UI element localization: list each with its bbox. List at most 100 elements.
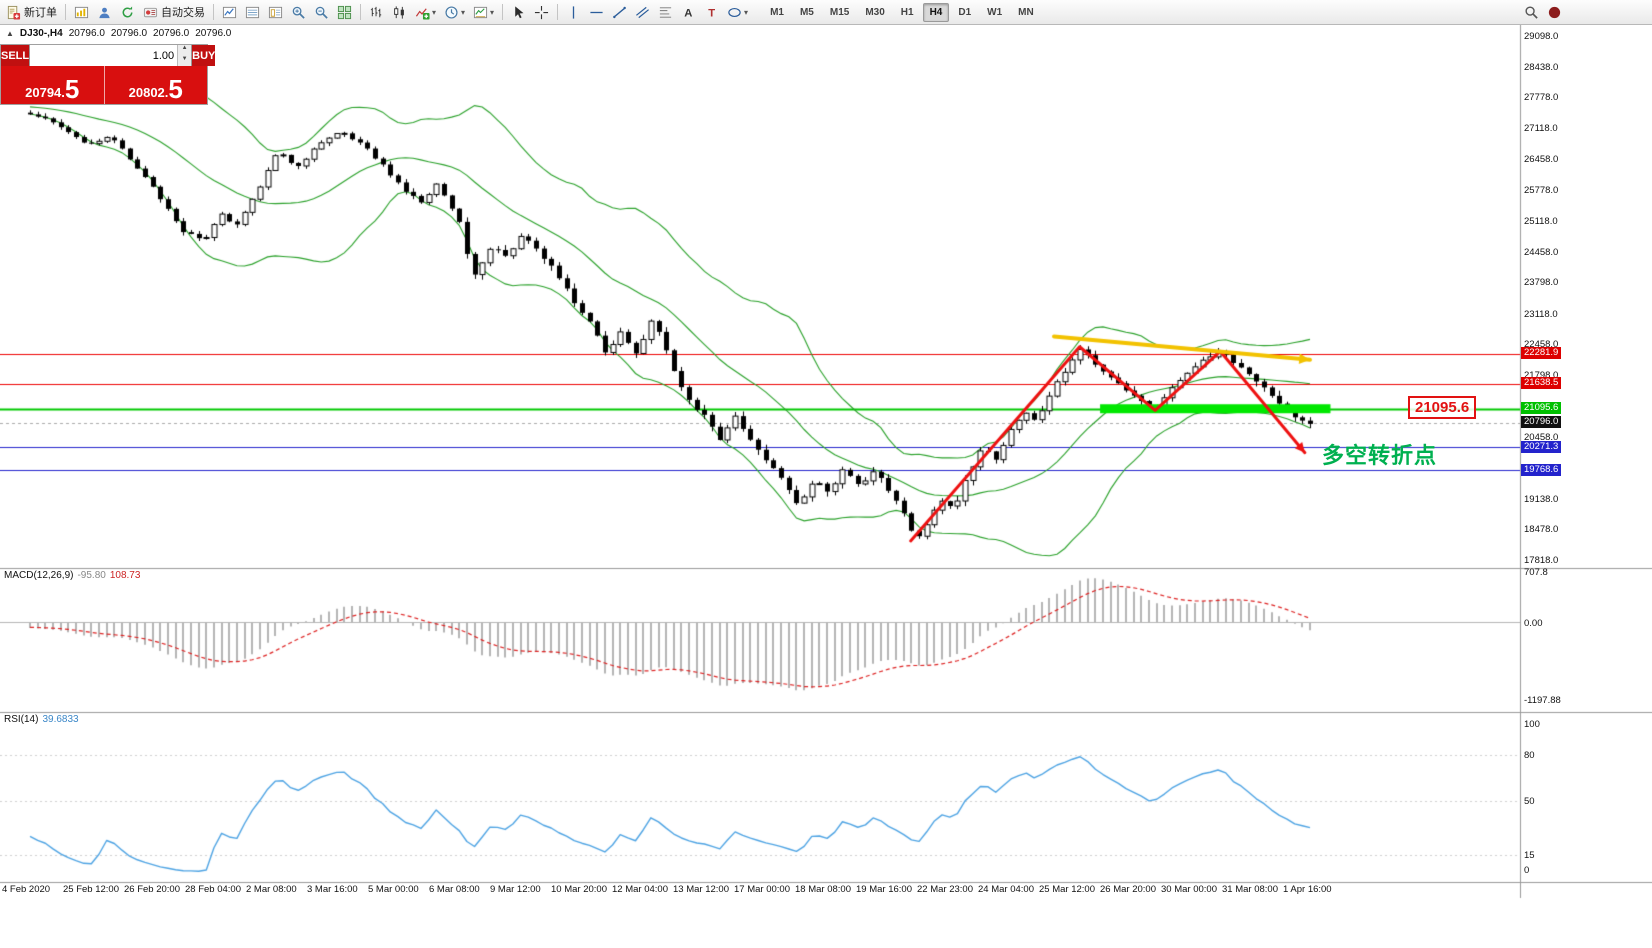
chevron-down-icon: ▾ [461, 7, 466, 17]
cursor-button[interactable] [508, 2, 529, 22]
search-button[interactable] [1521, 2, 1542, 22]
templates-button[interactable]: ▾ [470, 2, 497, 22]
price-tick: 23798.0 [1524, 277, 1559, 289]
timeframe-d1-button[interactable]: D1 [958, 6, 972, 18]
label-t-icon: T [708, 7, 715, 19]
fibonacci-button[interactable] [655, 2, 676, 22]
price-tick: 29098.0 [1524, 31, 1559, 43]
quote-high: 20796.0 [110, 28, 148, 39]
tile-windows-button[interactable] [334, 2, 355, 22]
trendline-button[interactable] [609, 2, 630, 22]
profiles-button[interactable] [94, 2, 115, 22]
price-tick: 25118.0 [1524, 215, 1558, 227]
sell-price[interactable]: 20794. 5 [25, 74, 80, 104]
macd-label: MACD(12,26,9) -95.80 108.73 [4, 570, 141, 581]
time-tick: 26 Mar 20:00 [1100, 884, 1156, 895]
zoom-in-button[interactable] [288, 2, 309, 22]
timeframe-m5-button[interactable]: M5 [799, 6, 814, 18]
text-button[interactable]: A [678, 2, 699, 22]
sell-button[interactable]: SELL [1, 45, 30, 66]
toolbar-right [1520, 0, 1566, 24]
clock-icon [445, 5, 458, 19]
time-tick: 24 Mar 04:00 [978, 884, 1034, 895]
price-tick: 24458.0 [1524, 246, 1559, 258]
rsi-axis-tick: 0 [1524, 865, 1530, 876]
time-tick: 12 Mar 04:00 [612, 884, 668, 895]
periods-button[interactable]: ▾ [441, 2, 468, 22]
buy-price[interactable]: 20802. 5 [103, 66, 208, 104]
label-button[interactable]: T [701, 2, 722, 22]
market-watch-button[interactable] [219, 2, 240, 22]
turning-point-annotation[interactable]: 多空转折点 [1322, 443, 1438, 468]
toolbar-left: 新订单 自动交易 ▾ ▾ ▾ A T ▾ [0, 0, 752, 24]
tile-windows-icon [337, 5, 352, 19]
timeframe-mn-button[interactable]: MN [1018, 6, 1034, 18]
time-tick: 18 Mar 08:00 [795, 884, 851, 895]
volume-input[interactable] [30, 45, 178, 66]
new-order-icon [7, 5, 21, 20]
trendline-icon [613, 6, 626, 18]
macd-axis-tick: 707.8 [1524, 567, 1548, 578]
quote-open: 20796.0 [68, 28, 105, 39]
price-tick: 19138.0 [1524, 493, 1559, 505]
template-icon [473, 6, 488, 18]
bars-icon [370, 6, 382, 17]
price-level-label: 22281.9 [1521, 347, 1562, 360]
zoom-in-icon [292, 6, 305, 19]
chart-symbol-icon: ▲ [6, 29, 14, 38]
time-tick: 4 Feb 2020 [2, 884, 51, 895]
search-icon [1525, 5, 1538, 19]
refresh-button[interactable] [117, 2, 138, 22]
price-callout-label[interactable]: 21095.6 [1408, 396, 1477, 419]
shapes-icon [728, 7, 741, 17]
price-level-label: 21095.6 [1521, 402, 1562, 415]
channel-button[interactable] [632, 2, 653, 22]
volume-spinner: ▲ ▼ [177, 45, 192, 66]
price-level-label: 19768.6 [1521, 463, 1562, 476]
vline-icon [572, 5, 575, 19]
timeframe-h1-button[interactable]: H1 [900, 6, 914, 18]
time-tick: 3 Mar 16:00 [307, 884, 358, 895]
data-window-button[interactable] [242, 2, 263, 22]
account-button[interactable] [1544, 2, 1565, 22]
price-tick: 23118.0 [1524, 308, 1558, 320]
zoom-out-button[interactable] [311, 2, 332, 22]
toolbar-separator [360, 4, 361, 20]
text-a-icon: A [684, 7, 692, 19]
autotrading-button[interactable]: 自动交易 [140, 2, 208, 22]
macd-axis-tick: -1197.88 [1524, 695, 1561, 706]
buy-button[interactable]: BUY [192, 45, 216, 66]
navigator-button[interactable] [265, 2, 286, 22]
bar-chart-button[interactable] [366, 2, 387, 22]
time-tick: 5 Mar 00:00 [368, 884, 419, 895]
indicators-button[interactable]: ▾ [412, 2, 439, 22]
horizontal-line-button[interactable] [586, 2, 607, 22]
navigator-icon [268, 6, 283, 18]
indicator-add-icon [415, 7, 430, 20]
cursor-icon [515, 5, 524, 18]
price-tick: 25778.0 [1524, 185, 1559, 197]
new-chart-button[interactable] [71, 2, 92, 22]
refresh-icon [122, 6, 133, 17]
crosshair-button[interactable] [531, 2, 552, 22]
volume-decrease-button[interactable]: ▼ [178, 55, 192, 66]
timeframe-m15-button[interactable]: M15 [829, 6, 850, 18]
shapes-button[interactable]: ▾ [724, 2, 751, 22]
rsi-axis-tick: 80 [1524, 749, 1535, 761]
quote-close: 20796.0 [195, 28, 232, 39]
timeframe-w1-button[interactable]: W1 [987, 6, 1003, 18]
time-tick: 22 Mar 23:00 [917, 884, 973, 895]
timeframe-m30-button[interactable]: M30 [865, 6, 885, 18]
timeframe-h4-button[interactable]: H4 [922, 2, 950, 22]
vertical-line-button[interactable] [563, 2, 584, 22]
new-order-button-label: 新订单 [24, 7, 57, 19]
account-icon [1548, 6, 1561, 18]
rsi-axis-tick: 100 [1524, 719, 1540, 730]
candlestick-chart-button[interactable] [389, 2, 410, 22]
rsi-axis-tick: 15 [1524, 849, 1535, 861]
time-tick: 25 Feb 12:00 [63, 884, 119, 895]
new-order-button[interactable]: 新订单 [3, 2, 60, 22]
timeframe-m1-button[interactable]: M1 [770, 6, 784, 18]
volume-increase-button[interactable]: ▲ [178, 45, 192, 56]
